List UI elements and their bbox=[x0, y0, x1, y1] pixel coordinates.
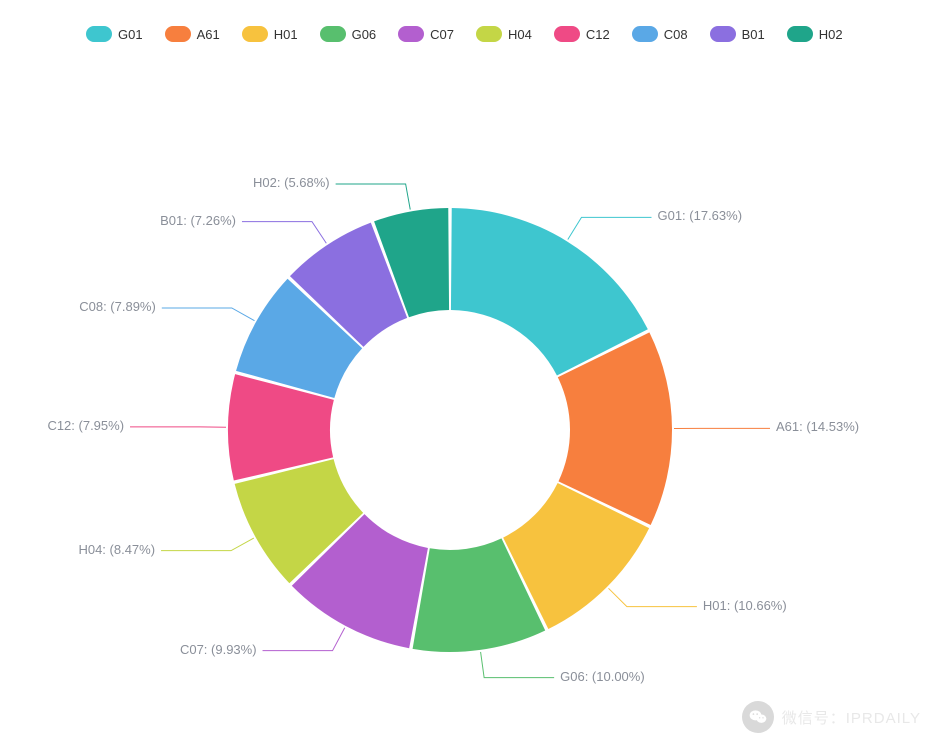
slice-label-c08: C08: (7.89%) bbox=[79, 299, 156, 314]
leader-line bbox=[336, 184, 411, 210]
slice-label-h02: H02: (5.68%) bbox=[253, 175, 330, 190]
leader-line bbox=[242, 222, 326, 244]
leader-line bbox=[161, 538, 254, 551]
slice-label-h04: H04: (8.47%) bbox=[78, 542, 155, 557]
slice-label-h01: H01: (10.66%) bbox=[703, 598, 787, 613]
slice-label-a61: A61: (14.53%) bbox=[776, 419, 859, 434]
donut-svg bbox=[0, 0, 935, 753]
wechat-icon bbox=[742, 701, 774, 733]
slice-label-g06: G06: (10.00%) bbox=[560, 669, 645, 684]
leader-line bbox=[263, 628, 345, 651]
slice-label-c12: C12: (7.95%) bbox=[47, 418, 124, 433]
watermark: 微信号：IPRDAILY bbox=[742, 701, 921, 733]
slice-label-b01: B01: (7.26%) bbox=[160, 213, 236, 228]
leader-line bbox=[568, 217, 652, 239]
watermark-text: 微信号：IPRDAILY bbox=[782, 707, 921, 728]
leader-line bbox=[481, 652, 555, 678]
donut-chart: G01: (17.63%) A61: (14.53%) H01: (10.66%) G… bbox=[0, 0, 935, 753]
slice-label-g01: G01: (17.63%) bbox=[657, 208, 742, 223]
leader-line bbox=[162, 308, 255, 321]
leader-line bbox=[608, 588, 696, 606]
slice-label-c07: C07: (9.93%) bbox=[180, 642, 257, 657]
